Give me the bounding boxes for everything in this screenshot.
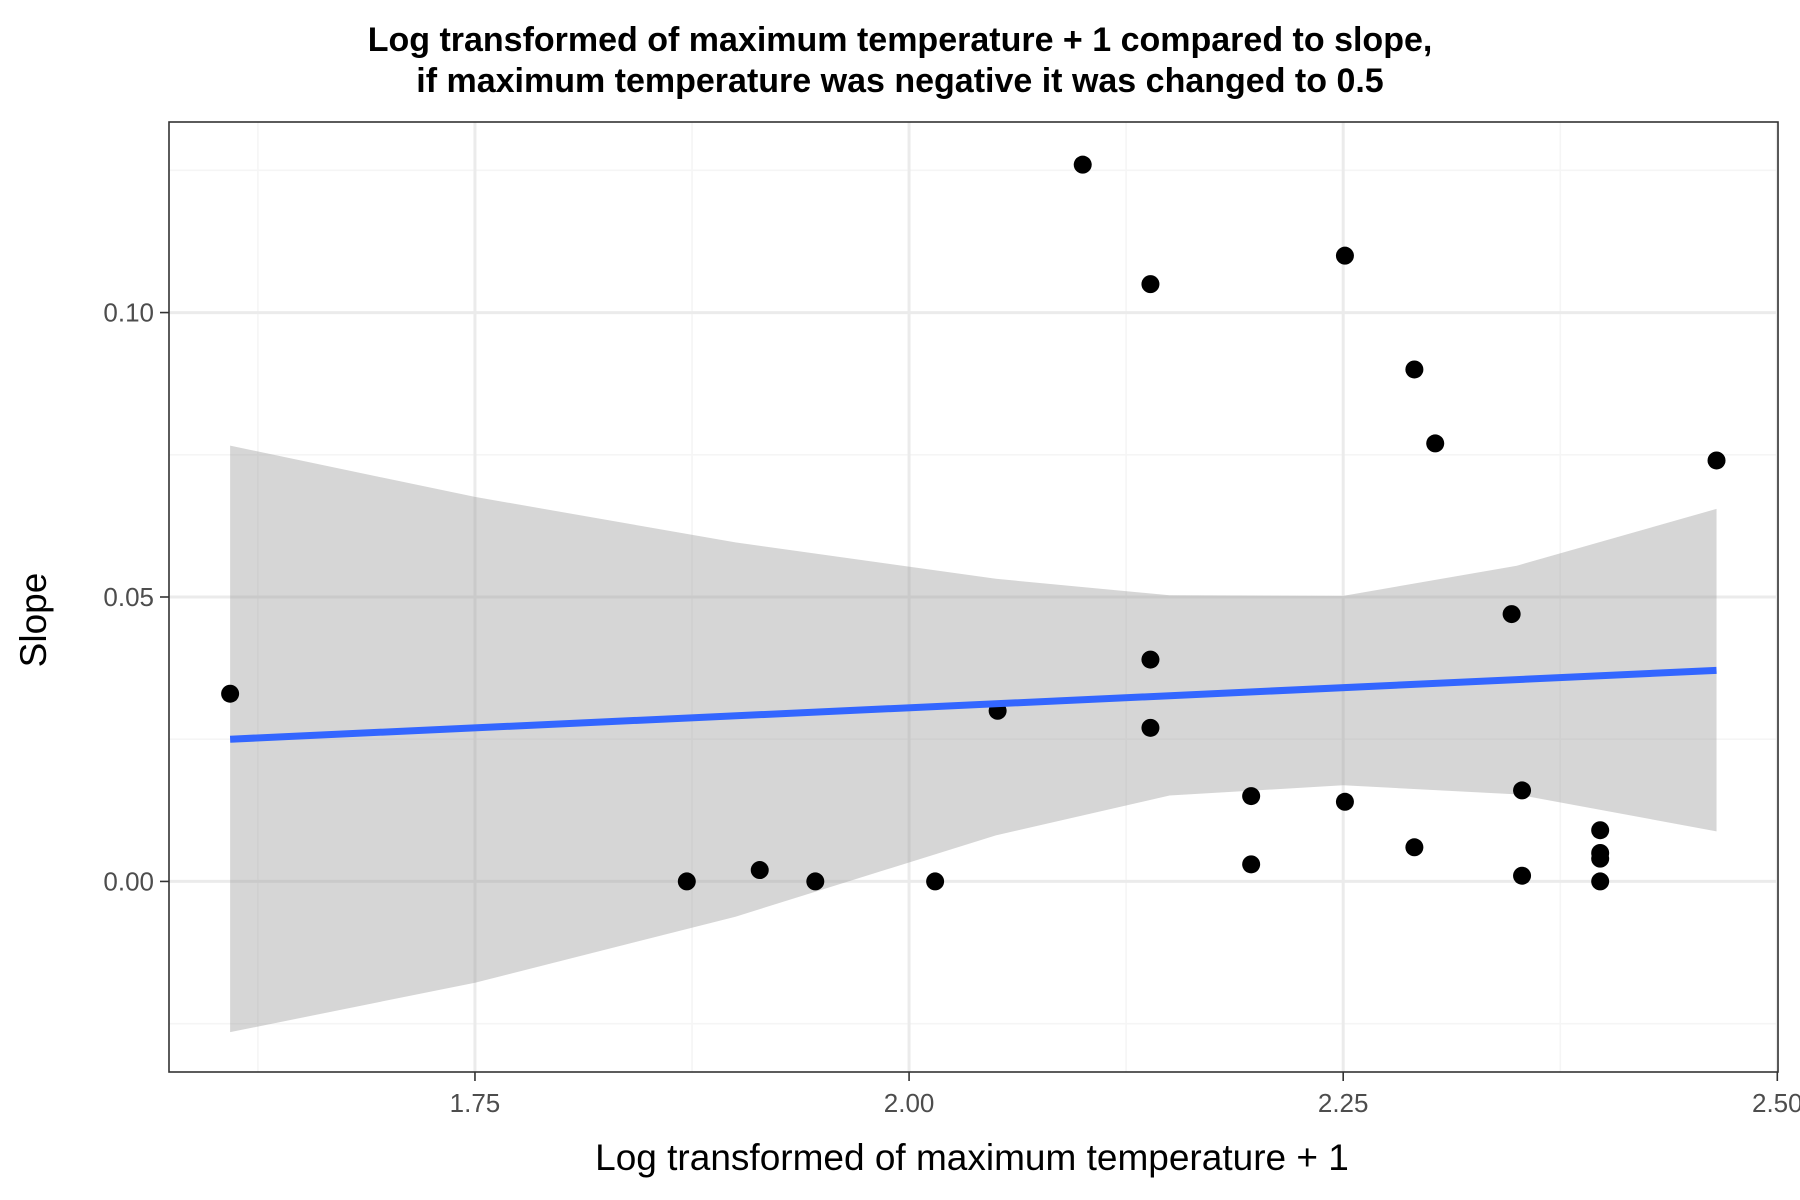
x-tick-label: 2.50 <box>1752 1088 1800 1118</box>
data-points <box>221 155 1726 891</box>
y-axis: 0.00 0.05 0.10 <box>103 298 169 896</box>
data-point <box>1073 155 1092 174</box>
data-point <box>1141 275 1160 294</box>
data-point <box>1513 781 1532 800</box>
confidence-band <box>230 445 1717 1033</box>
data-point <box>1405 838 1424 857</box>
data-point <box>221 684 240 703</box>
data-point <box>1242 855 1261 874</box>
data-point <box>677 872 696 891</box>
data-point <box>1141 650 1160 669</box>
y-tick-label: 0.10 <box>103 298 154 328</box>
data-point <box>1513 866 1532 885</box>
data-point <box>1335 792 1354 811</box>
data-point <box>1707 451 1726 470</box>
data-point <box>1591 872 1610 891</box>
x-axis-title: Log transformed of maximum temperature +… <box>595 1137 1349 1178</box>
y-tick-label: 0.00 <box>103 866 154 896</box>
x-tick-label: 1.75 <box>450 1088 501 1118</box>
data-point <box>1405 360 1424 379</box>
data-point <box>1591 849 1610 868</box>
y-axis-title: Slope <box>13 573 54 668</box>
chart-title-line-2: if maximum temperature was negative it w… <box>416 62 1383 100</box>
data-point <box>1502 605 1521 624</box>
data-point <box>1591 821 1610 840</box>
data-point <box>750 861 769 880</box>
chart-title-line-1: Log transformed of maximum temperature +… <box>368 21 1433 59</box>
data-point <box>1335 246 1354 265</box>
data-point <box>806 872 825 891</box>
x-tick-label: 2.25 <box>1318 1088 1369 1118</box>
data-point <box>1141 718 1160 737</box>
data-point <box>926 872 945 891</box>
x-tick-label: 2.00 <box>884 1088 935 1118</box>
plot-panel <box>168 121 1779 1073</box>
y-tick-label: 0.05 <box>103 582 154 612</box>
data-point <box>1426 434 1445 453</box>
regression-line <box>229 666 1717 743</box>
x-axis: 1.75 2.00 2.25 2.50 <box>450 1072 1800 1118</box>
data-point <box>1242 787 1261 806</box>
